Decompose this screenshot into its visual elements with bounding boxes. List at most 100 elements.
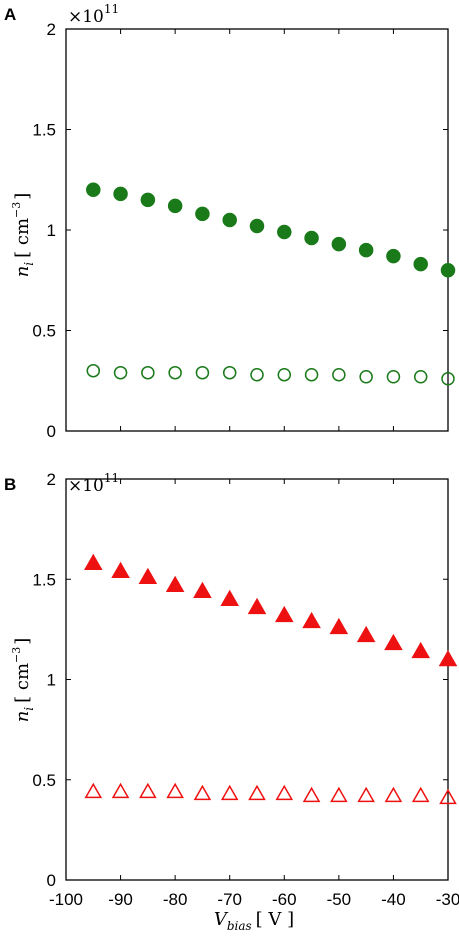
panel-a-series1-point — [441, 371, 455, 386]
panel-a-series1-point — [195, 365, 210, 380]
panel-a-series0-point — [222, 212, 237, 228]
panel-b-multiplier-base: ×10 — [68, 476, 104, 496]
panel-b-xlabel-unit: [ V ] — [256, 909, 295, 930]
panel-b-series0-point — [111, 561, 130, 578]
panel-a-series1-point — [86, 363, 101, 378]
panel-a-series1-point — [359, 369, 373, 384]
panel-b-series0-point — [220, 589, 240, 607]
panel-b-xtick-label: -100 — [49, 890, 83, 909]
panel-a-series0-point — [413, 256, 428, 272]
panel-a-series0-point — [440, 262, 456, 278]
panel-b-series1-point — [84, 782, 103, 799]
panel-a-ylabel-var: n — [12, 266, 33, 278]
panel-a-series1-point — [413, 369, 428, 384]
panel-b-series1-point — [411, 786, 430, 803]
panel-a-multiplier-base: ×10 — [68, 7, 104, 27]
panel-b-series1-point — [166, 782, 184, 799]
panel-a-ylabel: ni [ cm−3] — [10, 193, 36, 278]
panel-a-series1-point — [277, 367, 292, 382]
panel-b-series0-point — [165, 575, 185, 593]
panel-b-plot: -100 -90 -80 -70 -60 -50 -40 -30 0 0.5 1 1.5 2 — [32, 470, 459, 909]
panel-a-plot: 0 0.5 1 1.5 2 — [32, 20, 456, 441]
panel-b-ylabel-unit-exp: −3 — [10, 647, 23, 663]
panel-a-ytick-label: 0.5 — [32, 322, 56, 341]
panel-a-series1-point — [332, 367, 346, 382]
panel-a-series0-point — [167, 198, 183, 214]
panel-b-series1-point — [111, 782, 130, 799]
panel-b-series0-point — [356, 625, 376, 643]
panel-b-xtick-label: -30 — [436, 890, 459, 909]
panel-b-series0-point — [138, 567, 158, 584]
panel-b-multiplier: ×1011 — [68, 471, 119, 496]
panel-a-ytick-label: 0 — [47, 422, 56, 441]
panel-b-ytick-label: 1.5 — [32, 570, 56, 589]
panel-b-multiplier-exp: 11 — [104, 471, 119, 485]
panel-b-series0-point — [329, 617, 349, 635]
panel-b-series1-point — [248, 784, 266, 801]
panel-b-ylabel-unit: [ cm — [12, 663, 33, 703]
panel-b-xtick-label: -90 — [108, 890, 133, 909]
panel-a-series0-point — [140, 192, 156, 208]
panel-a-series0-point — [249, 218, 265, 234]
panel-a-series1-point — [168, 365, 182, 380]
panel-a-letter: A — [4, 5, 16, 24]
panel-b-axes-box — [65, 478, 449, 881]
panel-a-series0-point — [113, 186, 128, 202]
panel-b-series1-point — [330, 786, 348, 803]
panel-b-letter: B — [4, 475, 16, 494]
panel-b-ylabel-var: n — [12, 711, 33, 723]
panel-a-series0-point — [277, 224, 292, 240]
panel-b-ylabel-sub: i — [22, 707, 36, 711]
panel-b-series1-point — [439, 788, 457, 805]
panel-b-series0-point — [384, 633, 403, 651]
panel-b-ytick-label: 0 — [47, 871, 56, 890]
panel-b-ylabel: ni [ cm−3] — [10, 638, 36, 723]
panel-a-series1-point — [386, 369, 401, 384]
panel-a-series0-point — [358, 242, 374, 258]
panel-a-ytick-label: 2 — [47, 20, 56, 39]
panel-b-series1-point — [384, 786, 403, 803]
panel-a-series1-point — [141, 365, 155, 380]
panel-b-xlabel-var: V — [214, 909, 229, 930]
panel-b-series1-point — [193, 784, 212, 801]
panel-a-series1-point — [250, 367, 264, 382]
panel-b-ytick-label: 0.5 — [32, 771, 56, 790]
panel-b-series1-point — [302, 786, 321, 803]
panel-a-series1-point — [304, 367, 319, 382]
panel-b-ytick-label: 1 — [47, 671, 56, 690]
panel-b-series1-point — [139, 782, 157, 799]
panel-b-series0-point — [247, 597, 267, 615]
panel-a-series1-point — [113, 365, 128, 380]
panel-b-series0-point — [193, 581, 212, 599]
panel-b: B ×1011 -100 -90 -80 -70 -60 -50 -40 -30 0 0.5 1 1.… — [4, 470, 459, 933]
panel-b-series1-point — [275, 784, 294, 801]
panel-b-series0-point — [438, 649, 458, 667]
panel-a-ylabel-sub: i — [22, 262, 36, 266]
panel-b-ytick-label: 2 — [47, 470, 56, 489]
panel-b-xtick-label: -80 — [163, 890, 188, 909]
panel-a-series0-point — [331, 236, 347, 252]
panel-b-series0-point — [274, 605, 294, 623]
panel-b-series1-point — [357, 786, 375, 803]
panel-a-series1-point — [222, 365, 237, 380]
panel-a-series0-point — [195, 206, 210, 222]
panel-b-series1-point — [220, 784, 239, 801]
panel-b-xtick-label: -60 — [272, 890, 297, 909]
panel-b-xlabel: Vbias [ V ] — [214, 909, 294, 933]
panel-a-ylabel-unit-close: ] — [12, 193, 33, 200]
panel-b-series0-point — [83, 553, 103, 570]
panel-b-xtick-label: -40 — [381, 890, 406, 909]
panel-a-ytick-label: 1 — [47, 221, 56, 240]
panel-b-series0-point — [411, 641, 431, 659]
panel-b-xlabel-sub: bias — [227, 919, 252, 933]
panel-a: A ×1011 0 0.5 1 1.5 2 ni [ cm−3] — [4, 2, 456, 441]
panel-b-xtick-label: -70 — [217, 890, 242, 909]
panel-b-ylabel-unit-close: ] — [12, 638, 33, 645]
panel-b-series0-point — [302, 611, 321, 629]
panel-b-xtick-label: -50 — [327, 890, 352, 909]
panel-a-series0-point — [86, 182, 101, 198]
panel-a-ylabel-unit: [ cm — [12, 218, 33, 258]
panel-a-multiplier: ×1011 — [68, 2, 119, 27]
panel-a-ylabel-unit-exp: −3 — [10, 202, 23, 218]
